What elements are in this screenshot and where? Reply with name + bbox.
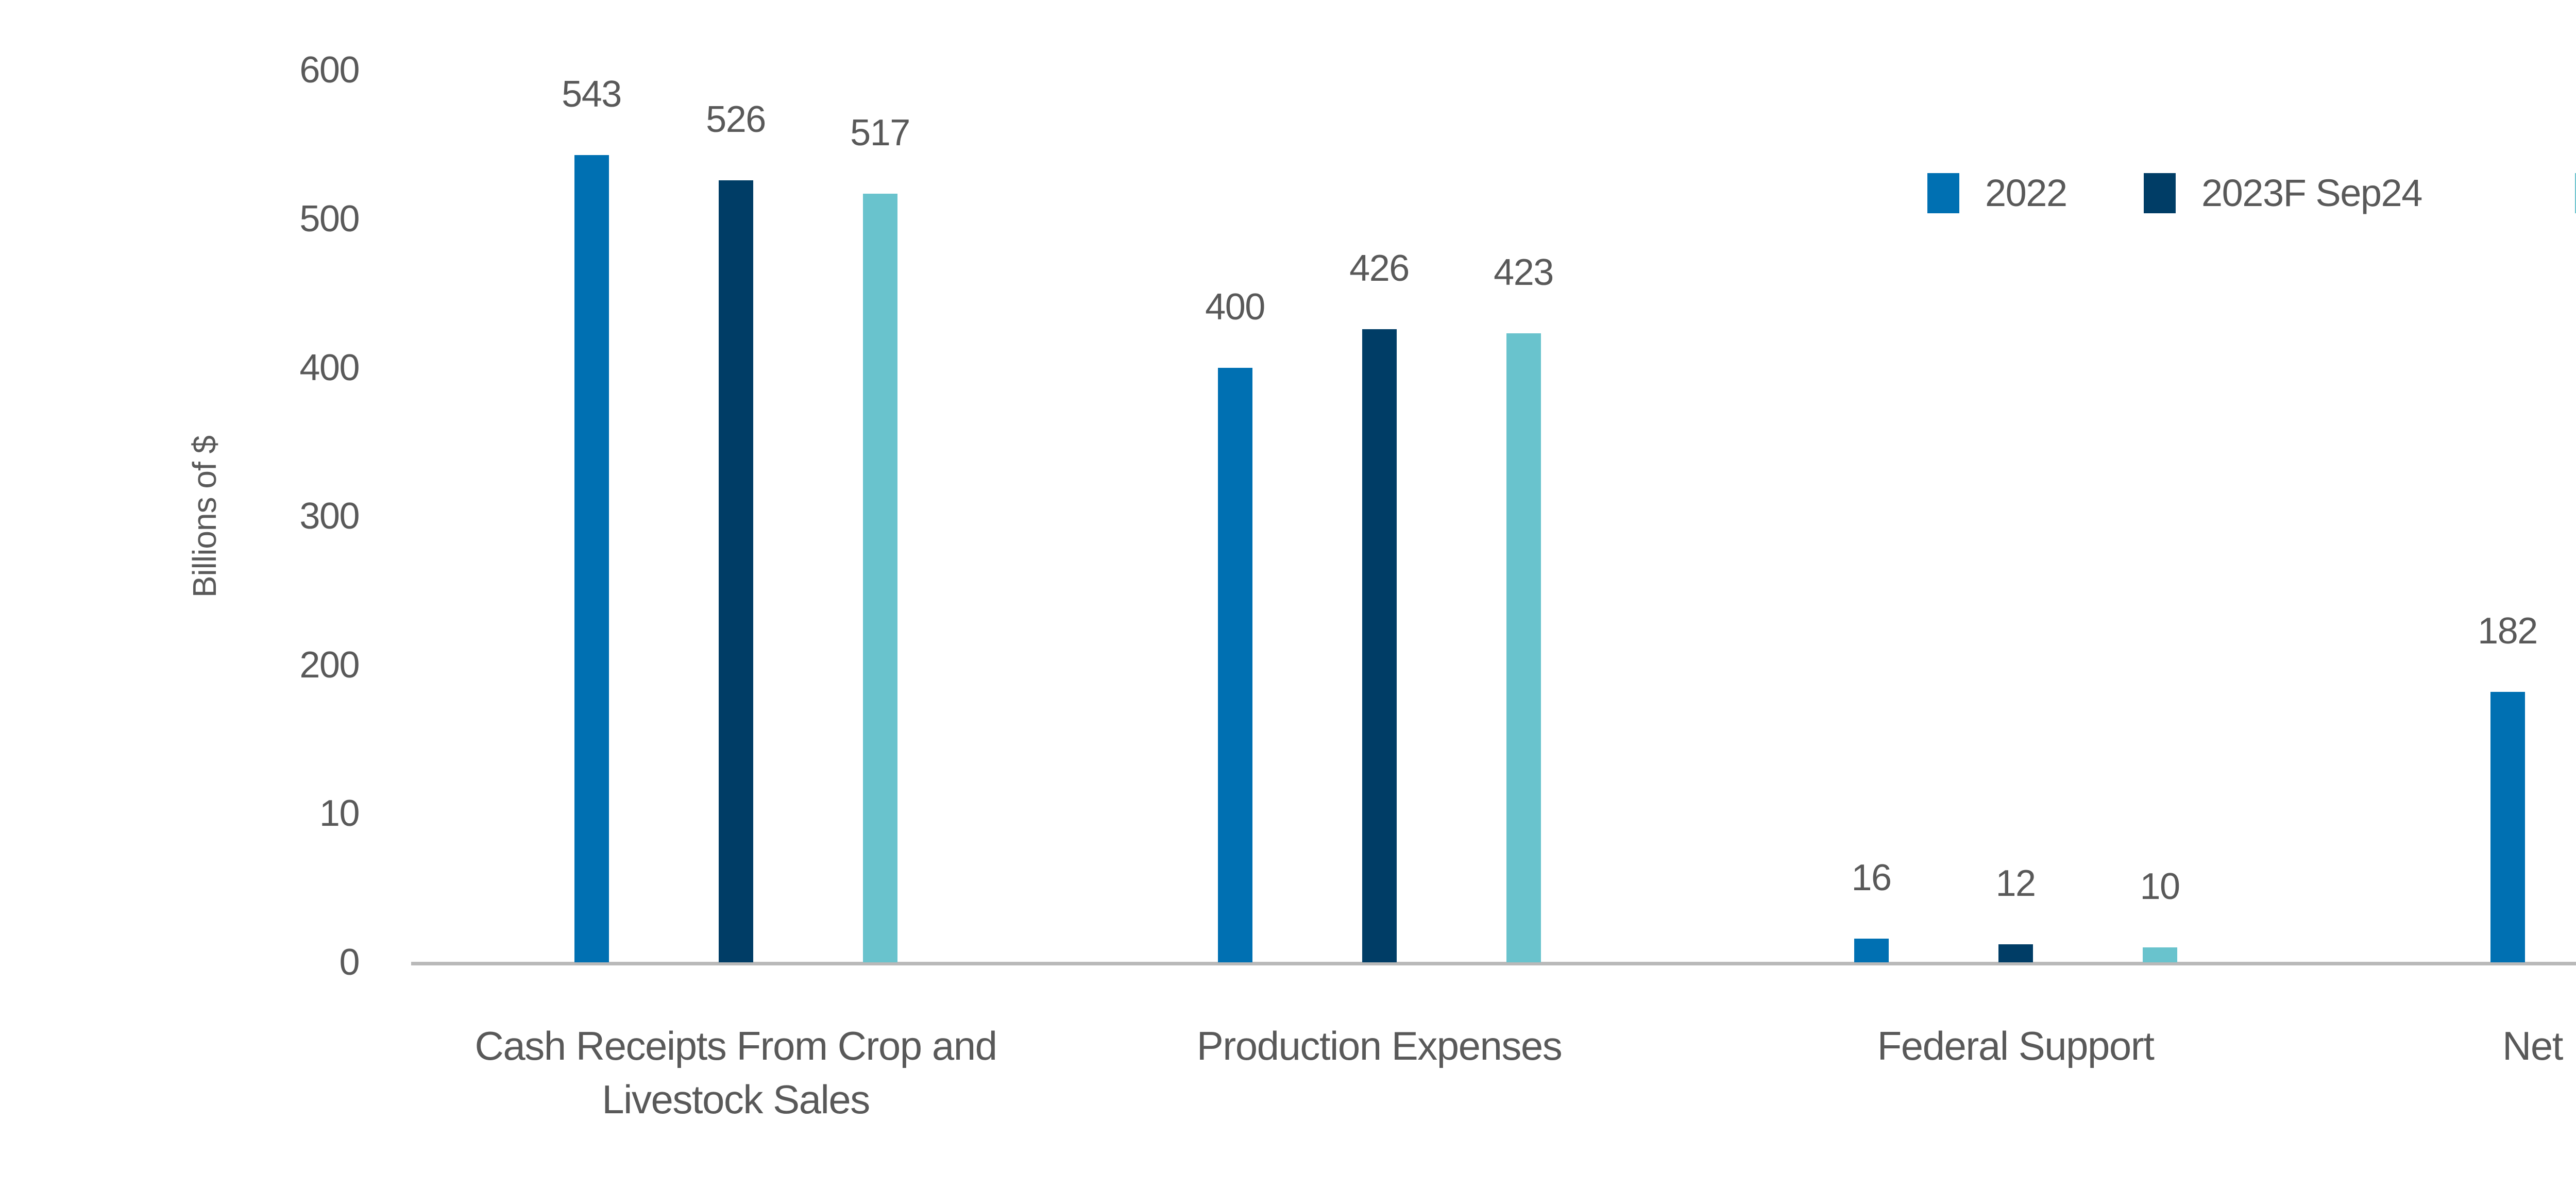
bar-2024f-sep24 (2142, 947, 2177, 962)
y-tick-label: 500 (299, 198, 360, 240)
category-label: Production Expenses (1196, 1023, 1563, 1068)
bar-value-label: 16 (1851, 857, 1892, 898)
x-axis-line (411, 962, 2576, 965)
category-label: Cash Receipts From Crop and Livestock Sa… (474, 1023, 997, 1122)
bar-2022 (1217, 368, 1252, 962)
bar-2022 (1854, 939, 1889, 962)
bar-2023f-sep24 (1362, 329, 1397, 962)
legend-swatch-icon (2144, 173, 2176, 213)
legend-swatch-icon (1927, 173, 1959, 213)
bar-value-label: 543 (562, 74, 622, 115)
bar-value-label: 12 (1995, 863, 2036, 904)
bar-value-label: 10 (2140, 866, 2180, 907)
y-tick-label: 10 (319, 793, 360, 835)
y-tick-label: 300 (299, 496, 360, 537)
y-tick-label: 400 (299, 347, 360, 388)
y-tick-label: 600 (299, 49, 360, 91)
bar-2023f-sep24 (1998, 944, 2033, 962)
bar-value-label: 517 (850, 112, 910, 154)
bar-value-label: 423 (1494, 252, 1554, 293)
y-tick-label: 200 (299, 644, 360, 686)
category-label: Federal Support (1877, 1023, 2155, 1068)
bar-value-label: 400 (1205, 286, 1265, 328)
bar-2024f-sep24 (1506, 333, 1541, 962)
bar-2022 (2490, 692, 2525, 962)
bar-value-label: 182 (2478, 610, 2538, 652)
bar-value-label: 526 (706, 99, 766, 140)
legend-swatch-icon (2575, 173, 2576, 213)
bar-2024f-sep24 (862, 194, 897, 962)
bar-value-label: 426 (1349, 248, 1410, 289)
y-tick-label: 0 (339, 942, 360, 983)
category-label: Net Farm Income (2502, 1023, 2576, 1068)
bar-2022 (574, 155, 609, 962)
legend-label: 2022 (1985, 172, 2067, 214)
bar-2023f-sep24 (718, 180, 753, 962)
legend-label: 2023F Sep24 (2201, 172, 2422, 214)
